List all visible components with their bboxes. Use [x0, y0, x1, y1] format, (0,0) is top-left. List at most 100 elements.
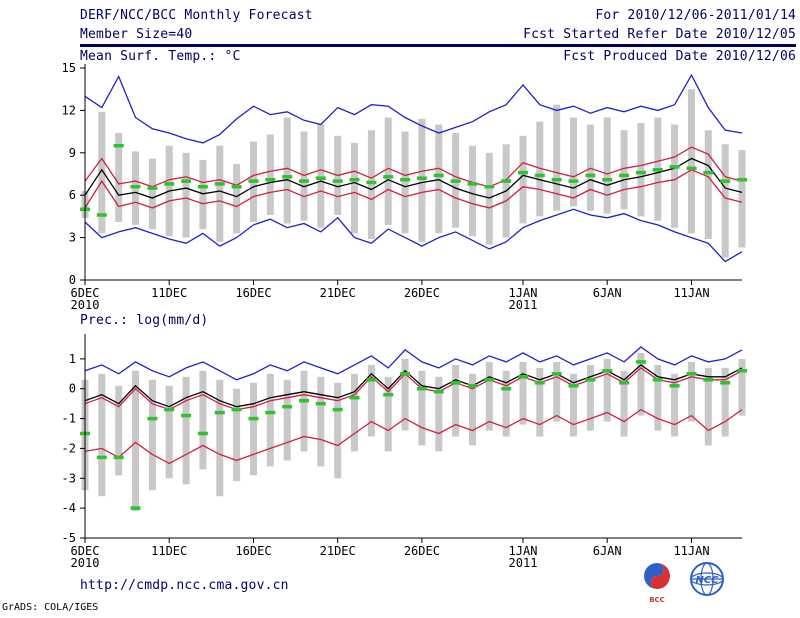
- spread-bar: [671, 373, 679, 437]
- spread-bar: [317, 376, 325, 467]
- spread-bar: [485, 152, 493, 245]
- spread-bar: [688, 89, 695, 234]
- x-tick-label: 26DEC: [404, 544, 440, 558]
- spread-bar: [266, 134, 274, 215]
- spread-bar: [469, 373, 476, 446]
- forecast-valid-range: For 2010/12/06-2011/01/14: [595, 8, 796, 23]
- ensemble-spread-bars: [81, 352, 746, 512]
- spread-bar: [367, 364, 375, 437]
- spread-bar: [435, 376, 443, 452]
- x-tick-label: 11JAN: [673, 544, 709, 558]
- spread-bar: [401, 358, 409, 431]
- spread-bar: [603, 358, 611, 422]
- precip-variable-label: Prec.: log(mm/d): [80, 313, 209, 328]
- x-tick-year-label: 2011: [509, 298, 538, 310]
- spread-bar: [721, 144, 729, 258]
- series-spread-upper: [84, 367, 743, 411]
- x-tick-year-label: 2011: [509, 556, 538, 570]
- y-tick-label: 12: [62, 103, 76, 117]
- spread-bar: [182, 376, 190, 485]
- bcc-swirl-red: [650, 563, 670, 589]
- y-tick-label: 0: [69, 382, 76, 396]
- x-tick-label: 6DEC: [71, 286, 100, 300]
- spread-bar: [216, 145, 224, 242]
- spread-bar: [199, 159, 207, 230]
- spread-bar: [283, 117, 291, 224]
- x-tick-year-label: 2010: [71, 556, 100, 570]
- spread-bar: [570, 117, 577, 207]
- series-observation-dashes: [80, 143, 747, 217]
- spread-bar: [384, 376, 392, 452]
- y-tick-label: -3: [62, 471, 76, 485]
- spread-bar: [115, 133, 123, 222]
- spread-bar: [148, 158, 156, 230]
- series-ensemble-max: [84, 346, 743, 381]
- x-tick-label: 6JAN: [593, 286, 622, 300]
- spread-bar: [620, 370, 628, 437]
- spread-bar: [721, 367, 729, 437]
- y-tick-label: -5: [62, 531, 76, 545]
- spread-bar: [418, 118, 426, 242]
- spread-bar: [300, 370, 308, 452]
- spread-bar: [469, 145, 476, 237]
- spread-bar: [300, 131, 308, 221]
- source-url: http://cmdp.ncc.cma.gov.cn: [80, 578, 289, 593]
- y-tick-label: -1: [62, 412, 76, 426]
- spread-bar: [688, 361, 695, 422]
- spread-bar: [671, 124, 679, 228]
- spread-bar: [519, 361, 527, 425]
- spread-bar: [536, 367, 544, 437]
- spread-bar: [351, 142, 358, 234]
- spread-bar: [418, 370, 426, 446]
- spread-bar: [452, 364, 460, 437]
- series-spread-lower: [84, 408, 743, 465]
- x-tick-label: 21DEC: [320, 286, 356, 300]
- spread-bar: [115, 385, 123, 476]
- spread-bar: [165, 385, 173, 479]
- grads-credit: GrADS: COLA/IGES: [2, 602, 99, 613]
- x-tick-label: 1JAN: [509, 544, 538, 558]
- spread-bar: [570, 373, 577, 437]
- y-tick-label: 6: [69, 188, 76, 202]
- spread-bar: [401, 131, 409, 234]
- series-ensemble-max: [84, 73, 743, 144]
- header-row-3: Mean Surf. Temp.: °C Fcst Produced Date …: [80, 49, 796, 64]
- spread-bar: [704, 367, 712, 446]
- spread-bar: [502, 370, 510, 437]
- spread-bar: [519, 135, 527, 224]
- y-tick-label: 3: [69, 231, 76, 245]
- x-tick-label: 21DEC: [320, 544, 356, 558]
- x-tick-label: 16DEC: [235, 286, 271, 300]
- spread-bar: [536, 121, 544, 217]
- x-tick-label: 26DEC: [404, 286, 440, 300]
- spread-bar: [216, 379, 224, 497]
- header-row-1: DERF/NCC/BCC Monthly Forecast For 2010/1…: [80, 8, 796, 23]
- bcc-swirl-blue: [644, 563, 664, 589]
- x-tick-label: 6DEC: [71, 544, 100, 558]
- spread-bar: [553, 104, 561, 211]
- spread-bar: [250, 382, 257, 476]
- series-ensemble-min: [84, 208, 743, 263]
- spread-bar: [132, 370, 139, 512]
- spread-bar: [367, 130, 375, 239]
- spread-bar: [553, 361, 561, 422]
- spread-bar: [317, 124, 325, 228]
- spread-bar: [334, 382, 342, 479]
- y-tick-label: 15: [62, 61, 76, 75]
- header-divider: [80, 44, 796, 47]
- x-tick-label: 16DEC: [235, 544, 271, 558]
- spread-bar: [351, 373, 358, 452]
- refer-date-label: Fcst Started Refer Date 2010/12/05: [523, 27, 796, 42]
- spread-bar: [654, 364, 662, 431]
- spread-bar: [98, 373, 106, 497]
- spread-bar: [738, 358, 746, 416]
- spread-bar: [98, 111, 106, 234]
- x-tick-label: 11JAN: [673, 286, 709, 300]
- spread-bar: [620, 130, 628, 210]
- spread-bar: [586, 124, 594, 211]
- series-spread-lower: [84, 169, 743, 209]
